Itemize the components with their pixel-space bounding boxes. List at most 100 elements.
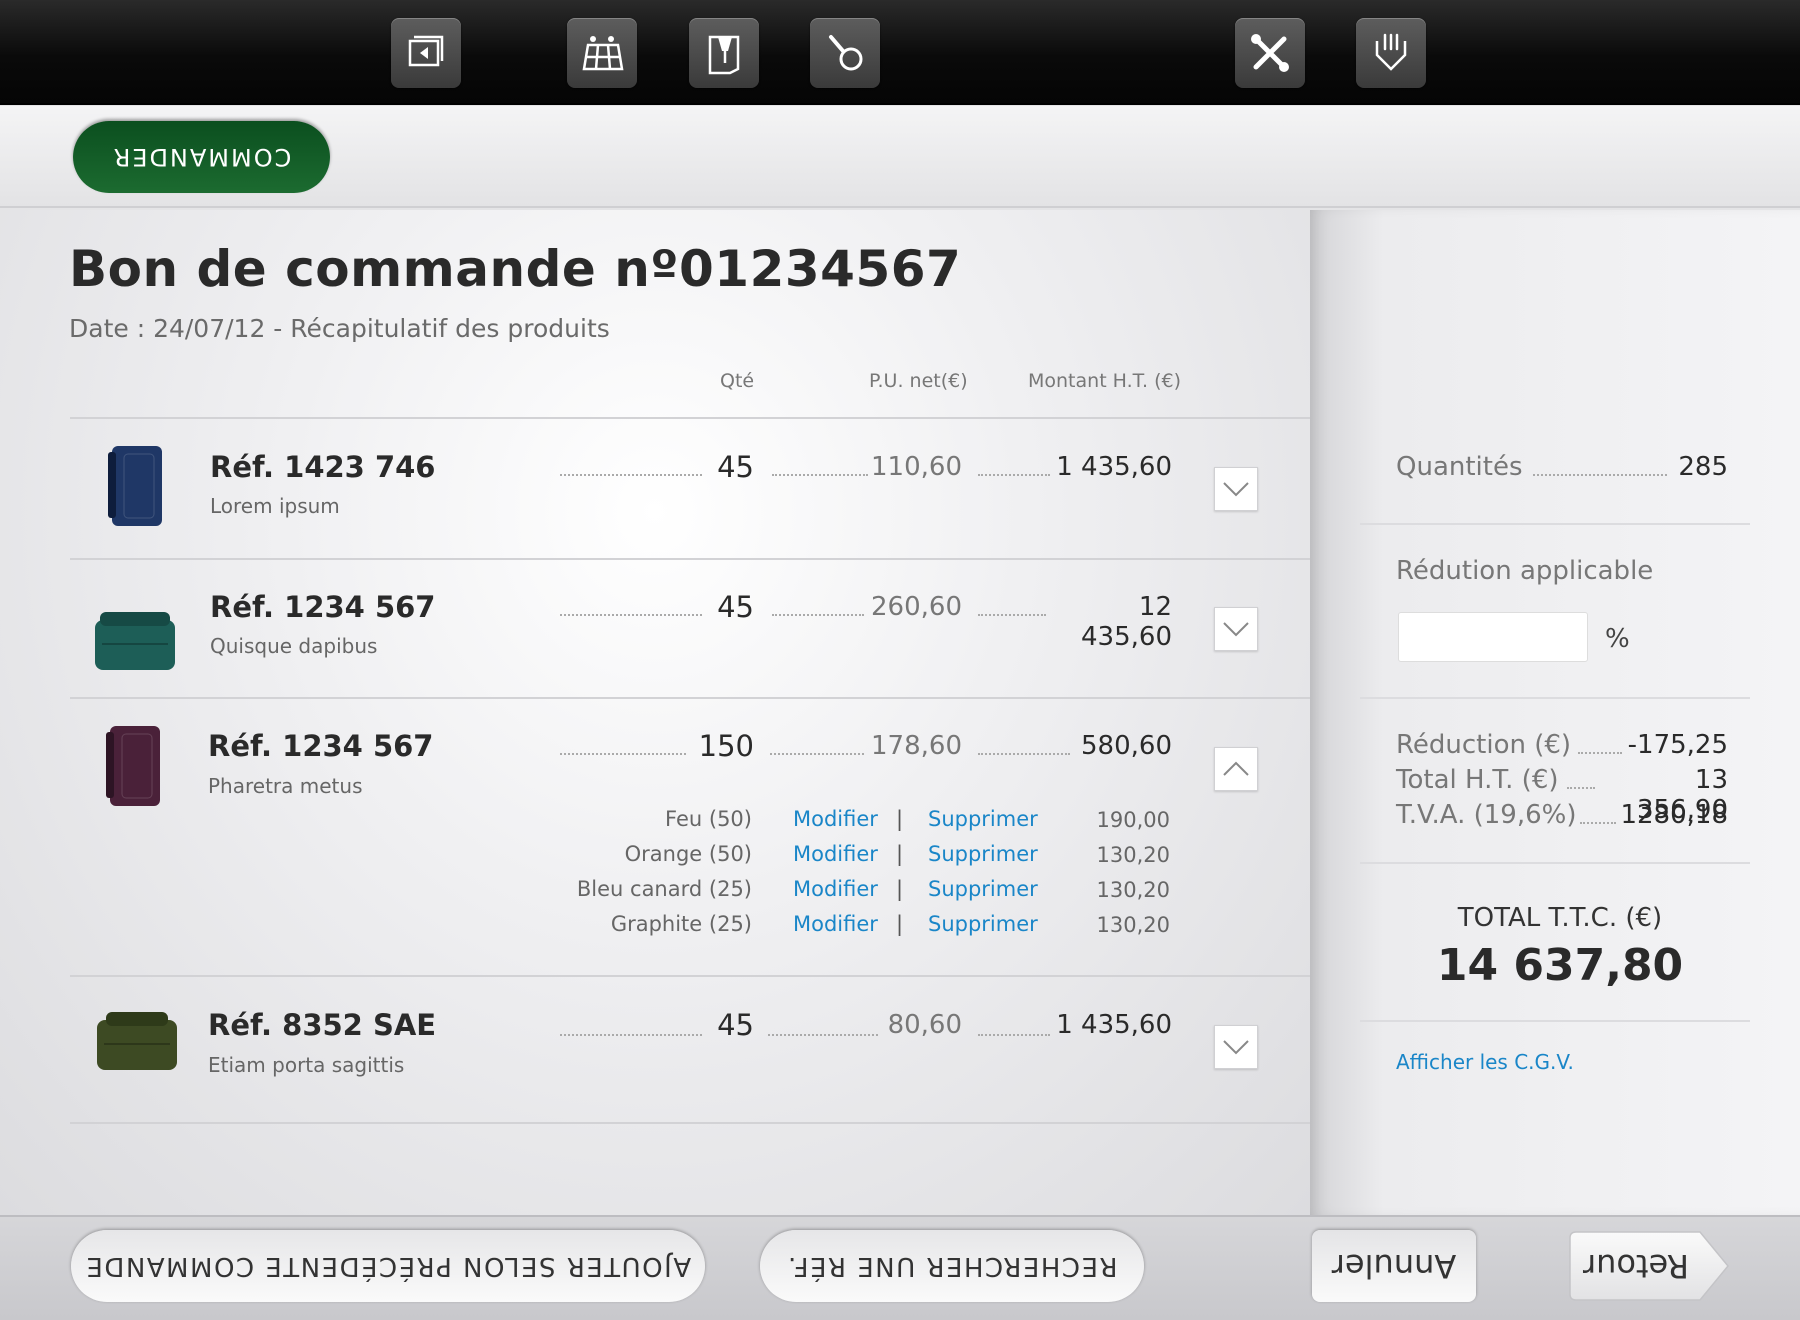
bag-icon: [97, 1012, 177, 1070]
pin-icon: [708, 35, 740, 75]
reduction-percent-input[interactable]: [1398, 612, 1588, 662]
expand-button[interactable]: [1214, 1025, 1258, 1069]
leader-dots: [560, 614, 702, 616]
hand-icon: [1375, 33, 1407, 71]
delete-link[interactable]: Supprimer: [928, 912, 1038, 936]
action-strip: COMMANDER: [0, 106, 1800, 208]
tva-label: T.V.A. (19,6%): [1396, 800, 1577, 830]
modify-link[interactable]: Modifier: [793, 842, 878, 866]
retour-button-shape: [1569, 1231, 1729, 1301]
variant-name: Bleu canard (25): [576, 877, 752, 901]
page-title: Bon de commande nº01234567: [69, 240, 962, 298]
summary-panel: [1310, 210, 1800, 1215]
bag-button[interactable]: [810, 18, 880, 88]
suitcase-body: [110, 726, 160, 806]
separator: |: [896, 842, 904, 866]
tools-icon: [1251, 34, 1289, 72]
column-header-pu: P.U. net(€): [869, 370, 968, 392]
leader-dots: [978, 614, 1046, 616]
commander-button[interactable]: COMMANDER: [73, 121, 330, 193]
total-ttc-value: 14 637,80: [1436, 940, 1684, 991]
variant-name: Graphite (25): [610, 912, 752, 936]
variant-price: 190,00: [1096, 808, 1170, 832]
product-ref: Réf. 1234 567: [210, 590, 436, 624]
product-ref: Réf. 1234 567: [208, 729, 434, 763]
tools-button[interactable]: [1235, 18, 1305, 88]
leader-dots: [560, 474, 702, 476]
delete-link[interactable]: Supprimer: [928, 877, 1038, 901]
column-header-montant: Montant H.T. (€): [1028, 370, 1182, 392]
delete-link[interactable]: Supprimer: [928, 842, 1038, 866]
pu-value: 80,60: [887, 1010, 962, 1040]
top-toolbar: [0, 0, 1800, 105]
order-panel: [0, 210, 1310, 1215]
montant-value: 580,60: [1081, 731, 1172, 761]
grid-icon: [582, 36, 624, 71]
total-ttc-label: TOTAL T.T.C. (€): [1457, 903, 1663, 933]
montant-value: 1 435,60: [1056, 1010, 1172, 1040]
chevron-down-icon: [1223, 482, 1249, 497]
suitcase-body: [112, 446, 162, 526]
separator: |: [896, 877, 904, 901]
product-desc: Quisque dapibus: [210, 634, 378, 658]
bag-body: [95, 620, 175, 670]
reduction-value: -175,25: [1627, 730, 1728, 760]
grid-button[interactable]: [567, 18, 637, 88]
quantites-value: 285: [1678, 452, 1728, 482]
chevron-down-icon: [1223, 1040, 1249, 1055]
reduction-label: Réduction (€): [1396, 730, 1572, 760]
variant-price: 130,20: [1096, 913, 1170, 937]
collapse-button[interactable]: [1214, 747, 1258, 791]
suitcase-icon: [108, 446, 162, 526]
cgv-link[interactable]: Afficher les C.G.V.: [1396, 1050, 1574, 1074]
leader-dots: [768, 1034, 878, 1036]
summary-divider: [1360, 862, 1750, 864]
search-ref-button[interactable]: RECHERCHER UNE RÉF.: [760, 1230, 1144, 1302]
montant-value: 12 435,60: [1081, 592, 1172, 652]
leader-dots: [1580, 822, 1616, 824]
qty-value: 45: [717, 450, 754, 484]
row-divider: [70, 1122, 1310, 1124]
gallery-button[interactable]: [391, 18, 461, 88]
leader-dots: [560, 753, 686, 755]
pu-value: 260,60: [871, 592, 962, 622]
separator: |: [896, 807, 904, 831]
modify-link[interactable]: Modifier: [793, 807, 878, 831]
modify-link[interactable]: Modifier: [793, 877, 878, 901]
add-previous-order-button[interactable]: AJOUTER SELON PRÉCÉDENTE COMMANDE: [71, 1230, 705, 1302]
delete-link[interactable]: Supprimer: [928, 807, 1038, 831]
leader-dots: [560, 1034, 702, 1036]
chevron-up-icon: [1223, 761, 1249, 776]
leader-dots: [770, 753, 864, 755]
row-divider: [70, 558, 1310, 560]
page-subtitle: Date : 24/07/12 - Récapitulatif des prod…: [69, 314, 610, 343]
hand-button[interactable]: [1356, 18, 1426, 88]
montant-value: 1 435,60: [1056, 452, 1172, 482]
variant-price: 130,20: [1096, 878, 1170, 902]
summary-divider: [1360, 1020, 1750, 1022]
product-thumbnail: [90, 595, 180, 685]
row-divider: [70, 697, 1310, 699]
suitcase-icon: [106, 726, 160, 806]
expand-button[interactable]: [1214, 467, 1258, 511]
product-desc: Pharetra metus: [208, 774, 363, 798]
qty-value: 45: [717, 590, 754, 624]
variant-price: 130,20: [1096, 843, 1170, 867]
pin-button[interactable]: [689, 18, 759, 88]
expand-button[interactable]: [1214, 607, 1258, 651]
retour-button[interactable]: Retour: [1582, 1247, 1690, 1285]
reduction-applicable-label: Rédution applicable: [1396, 556, 1654, 586]
total-ht-value: 13 356,90: [1637, 765, 1728, 825]
summary-divider: [1360, 523, 1750, 525]
leader-dots: [772, 614, 864, 616]
annuler-button[interactable]: Annuler: [1312, 1230, 1476, 1302]
bag-body: [97, 1020, 177, 1070]
tva-value: 1280,18: [1620, 800, 1728, 830]
separator: |: [896, 912, 904, 936]
modify-link[interactable]: Modifier: [793, 912, 878, 936]
bag-icon: [95, 612, 175, 670]
pu-value: 178,60: [871, 731, 962, 761]
qty-value: 45: [717, 1008, 754, 1042]
quantites-label: Quantités: [1396, 452, 1523, 482]
product-ref: Réf. 8352 SAE: [208, 1008, 437, 1042]
